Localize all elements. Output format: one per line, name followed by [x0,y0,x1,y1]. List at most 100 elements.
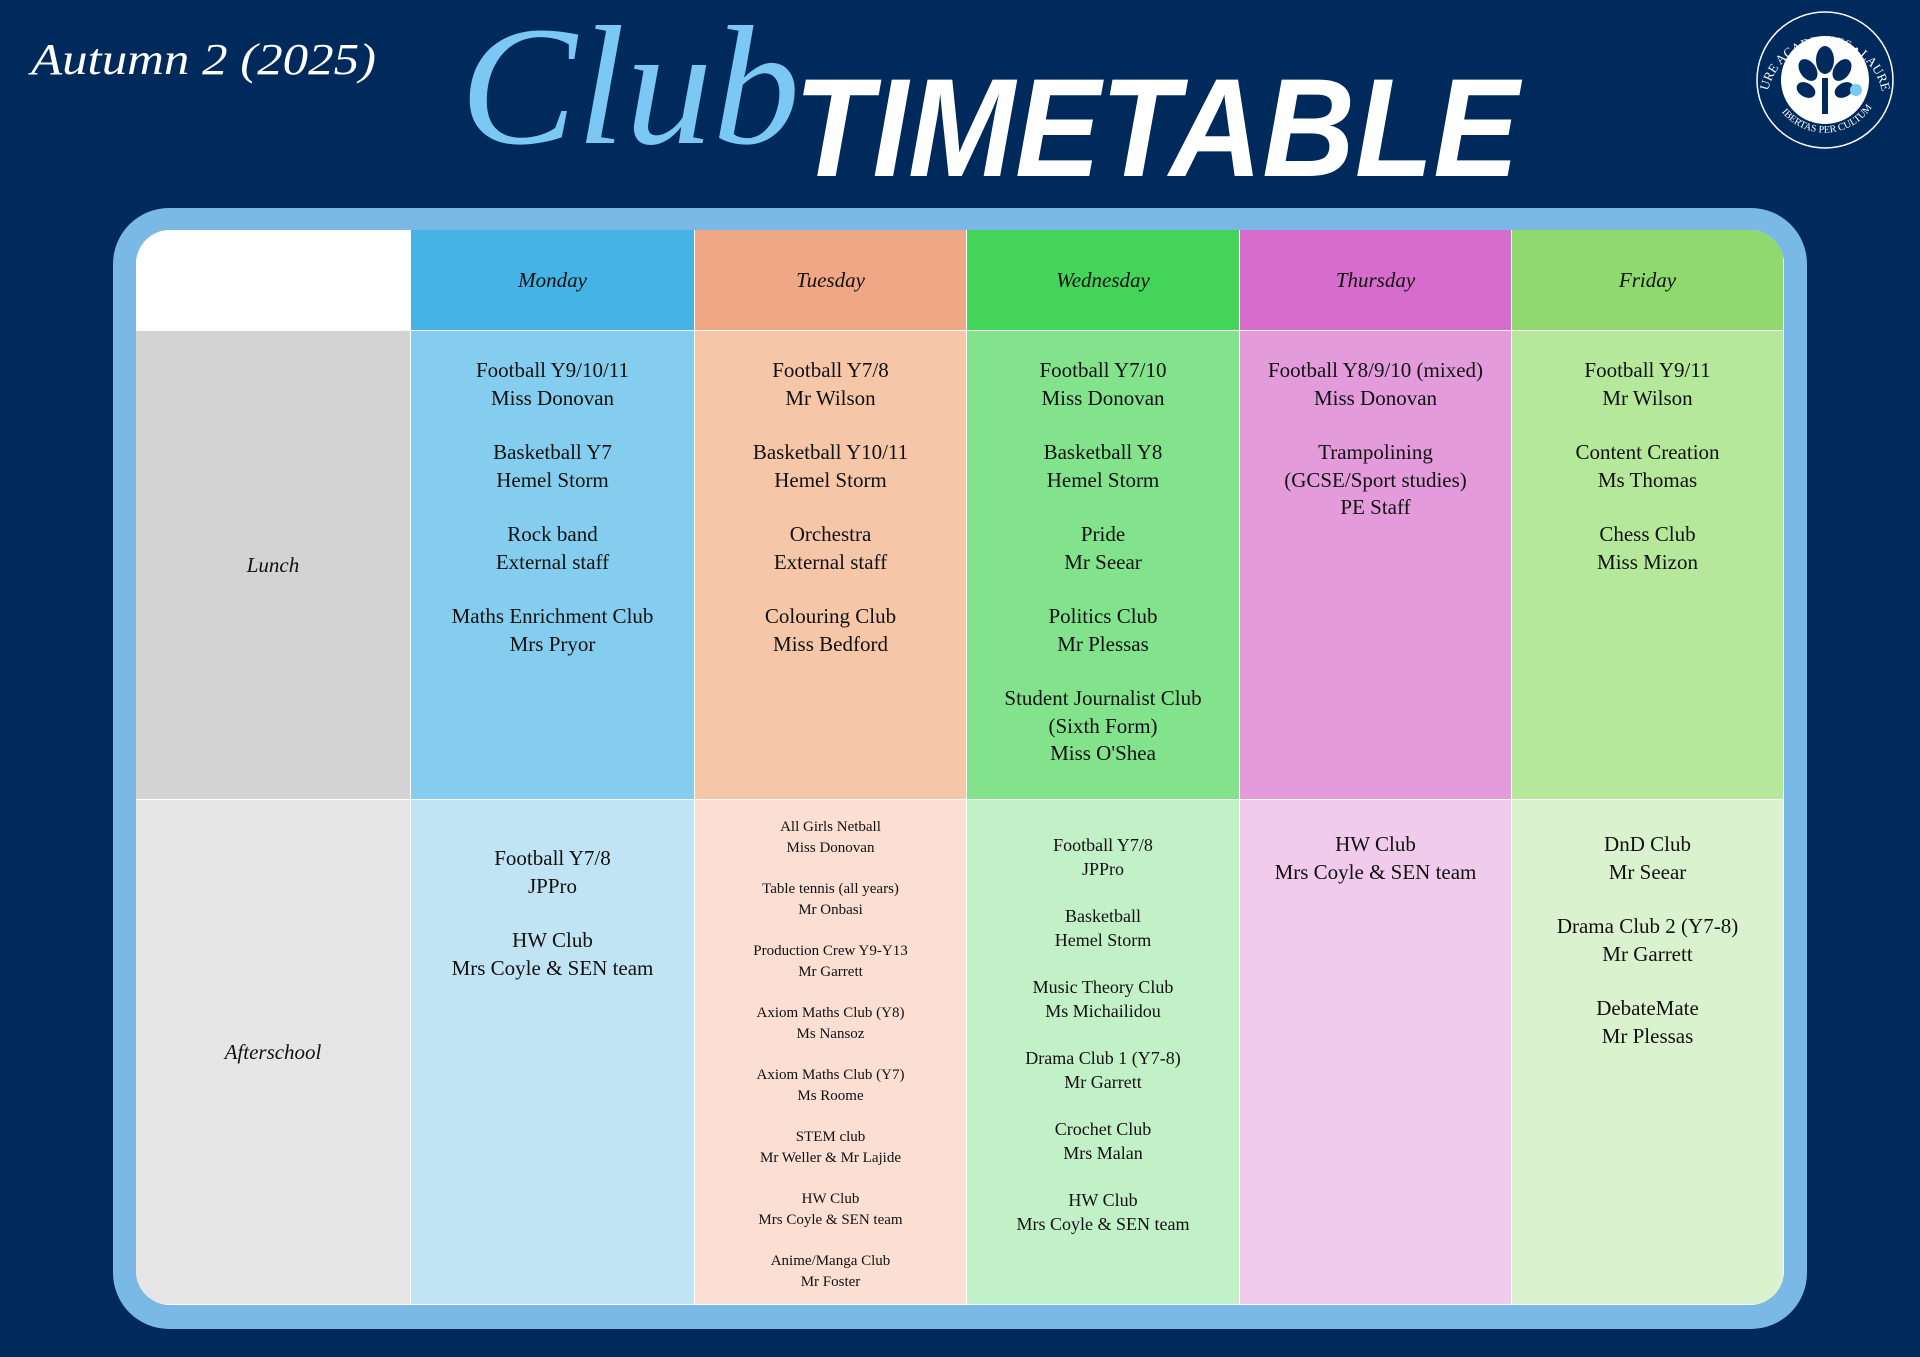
club-detail: JPPro [1081,859,1125,879]
club-cell: Football Y7/8 JPPro HW Club Mrs Coyle & SEN… [411,800,694,1304]
corner-cell [136,230,410,330]
club-detail: Mr Garrett [1064,1072,1142,1092]
club-name: Basketball Y7 [493,440,612,464]
club-entry: Trampolining (GCSE/Sport studies) PE Staff [1240,439,1511,522]
timetable: Monday Tuesday Wednesday Thursday Friday Lunc… [136,230,1784,1305]
club-detail: Hemel Storm [1054,930,1152,950]
club-detail: Ms Michailidou [1045,1001,1161,1021]
club-entry: HW Club Mrs Coyle & SEN team [1240,831,1511,886]
club-entry: HW Club Mrs Coyle & SEN team [695,1189,966,1231]
club-entry: HW Club Mrs Coyle & SEN team [967,1188,1239,1236]
club-name: Rock band [507,522,598,546]
club-name: Student Journalist Club [1004,686,1202,710]
club-entry: DnD Club Mr Seear [1512,831,1783,886]
club-detail: External staff [495,549,610,574]
club-entry: Basketball Y7 Hemel Storm [411,439,694,494]
club-detail: Ms Nansoz [796,1026,865,1042]
club-name: Anime/Manga Club [770,1253,891,1269]
club-detail: Ms Thomas [1597,467,1698,492]
club-detail: Hemel Storm [1046,467,1160,492]
club-name: Content Creation [1575,440,1720,464]
club-detail: Mr Garrett [798,964,863,980]
club-detail: Mrs Pryor [509,631,596,656]
club-name: Football Y7/8 [494,846,611,870]
club-name: Drama Club 2 (Y7-8) [1556,914,1739,938]
club-entry: Football Y7/10 Miss Donovan [967,357,1239,412]
club-entry: Content Creation Ms Thomas [1512,439,1783,494]
term: Autumn 2 (2025) [28,35,376,84]
header: Autumn 2 (2025) Club TIMETABLE FUTURE AC… [0,0,1894,206]
club-detail: Miss Donovan [786,840,875,856]
club-name: Football Y7/8 [772,358,889,382]
club-cell: Football Y9/11 Mr Wilson Content Creation M… [1512,331,1783,799]
club-name: DebateMate [1596,996,1699,1020]
club-name: Pride [1080,522,1126,546]
club-entry: Pride Mr Seear [967,521,1239,576]
club-name: HW Club [1335,832,1416,856]
club-entry: HW Club Mrs Coyle & SEN team [411,927,694,982]
club-name: Drama Club 1 (Y7-8) [1025,1048,1181,1068]
club-name: HW Club [512,928,593,952]
club-cell: All Girls Netball Miss Donovan Table tenni… [695,800,966,1304]
logo-ring [1756,11,1894,149]
club-entry: All Girls Netball Miss Donovan [695,817,966,859]
club-detail: Ms Roome [797,1088,864,1104]
club-cell: HW Club Mrs Coyle & SEN team [1240,800,1511,1304]
club-detail: Mr Plessas [1057,631,1149,656]
club-detail: Mr Wilson [1602,385,1693,410]
club-detail: External staff [773,549,888,574]
club-entry: Colouring Club Miss Bedford [695,603,966,658]
club-entry: Crochet Club Mrs Malan [967,1117,1239,1165]
club-cell: Football Y7/10 Miss Donovan Basketball Y8 H… [967,331,1239,799]
club-name: Football Y9/10/11 [475,358,630,382]
club-detail: PE Staff [1340,495,1411,519]
club-detail: Mr Garrett [1602,941,1693,966]
club-name: Basketball Y10/11 [752,440,909,464]
club-name: Table tennis (all years) [762,881,899,897]
club-detail: Mrs Malan [1063,1143,1143,1163]
club-entry: Football Y7/8 JPPro [411,845,694,900]
club-entry: Axiom Maths Club (Y8) Ms Nansoz [695,1003,966,1045]
club-name: HW Club [1068,1190,1138,1210]
club-name: Basketball [1065,906,1141,926]
title-script: Club [460,0,800,180]
club-name: Trampolining [1318,440,1433,464]
club-detail: Miss Donovan [1041,385,1165,410]
club-detail: Mr Foster [800,1274,861,1290]
club-name: Crochet Club [1054,1119,1152,1139]
day-header: Thursday [1240,230,1511,330]
club-entry: Orchestra External staff [695,521,966,576]
club-detail: Mr Weller & Mr Lajide [760,1150,901,1166]
club-entry: Football Y9/10/11 Miss Donovan [411,357,694,412]
club-entry: Table tennis (all years) Mr Onbasi [695,879,966,921]
club-name: Colouring Club [764,604,897,628]
club-entry: Axiom Maths Club (Y7) Ms Roome [695,1065,966,1107]
club-name: Chess Club [1599,522,1696,546]
row-label: Lunch [136,331,410,799]
club-name: HW Club [801,1191,860,1207]
club-entry: Production Crew Y9-Y13 Mr Garrett [695,941,966,983]
club-entry: Football Y7/8 JPPro [967,833,1239,881]
day-header: Tuesday [695,230,966,330]
club-detail: JPPro [527,873,578,898]
club-detail: Miss O'Shea [1050,741,1156,765]
club-entry: Football Y7/8 Mr Wilson [695,357,966,412]
club-detail: Mrs Coyle & SEN team [1274,859,1477,884]
club-cell: Football Y8/9/10 (mixed) Miss Donovan Tram… [1240,331,1511,799]
club-cell: DnD Club Mr Seear Drama Club 2 (Y7-8) Mr Ga… [1512,800,1783,1304]
club-cell: Football Y7/8 JPPro Basketball Hemel Storm M… [967,800,1239,1304]
day-header: Wednesday [967,230,1239,330]
club-entry: Chess Club Miss Mizon [1512,521,1783,576]
club-detail: Miss Bedford [773,631,888,656]
club-detail: Miss Mizon [1597,549,1698,574]
club-name: Football Y8/9/10 (mixed) [1267,358,1484,382]
club-entry: Rock band External staff [411,521,694,576]
club-detail: Mrs Coyle & SEN team [1016,1214,1190,1234]
club-name: Basketball Y8 [1043,440,1163,464]
club-detail: Mrs Coyle & SEN team [451,955,654,980]
club-name: Politics Club [1048,604,1158,628]
club-entry: Politics Club Mr Plessas [967,603,1239,658]
club-entry: Basketball Y10/11 Hemel Storm [695,439,966,494]
club-name: DnD Club [1604,832,1691,856]
